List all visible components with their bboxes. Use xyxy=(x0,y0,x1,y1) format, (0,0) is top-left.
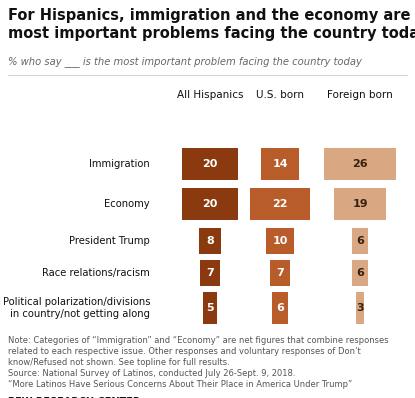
Bar xyxy=(266,228,294,254)
Text: 20: 20 xyxy=(203,199,218,209)
Text: related to each respective issue. Other responses and voluntary responses of Don: related to each respective issue. Other … xyxy=(8,347,361,356)
Text: U.S. born: U.S. born xyxy=(256,90,304,100)
Text: 7: 7 xyxy=(206,268,214,278)
Text: 20: 20 xyxy=(203,159,218,169)
Text: 14: 14 xyxy=(272,159,288,169)
Text: Foreign born: Foreign born xyxy=(327,90,393,100)
Text: 6: 6 xyxy=(356,236,364,246)
Text: Race relations/racism: Race relations/racism xyxy=(42,268,150,278)
Text: All Hispanics: All Hispanics xyxy=(177,90,243,100)
Text: 5: 5 xyxy=(206,303,214,313)
Bar xyxy=(182,148,238,180)
Bar xyxy=(272,292,288,324)
Bar xyxy=(324,148,396,180)
Bar xyxy=(270,260,290,286)
Bar xyxy=(356,292,364,324)
Text: % who say ___ is the most important problem facing the country today: % who say ___ is the most important prob… xyxy=(8,56,362,67)
Text: know/Refused not shown. See topline for full results.: know/Refused not shown. See topline for … xyxy=(8,358,230,367)
Text: 7: 7 xyxy=(276,268,284,278)
Text: For Hispanics, immigration and the economy are the: For Hispanics, immigration and the econo… xyxy=(8,8,415,23)
Text: 6: 6 xyxy=(356,268,364,278)
Text: Economy: Economy xyxy=(105,199,150,209)
Bar xyxy=(352,260,368,286)
Bar xyxy=(203,292,217,324)
Text: 19: 19 xyxy=(352,199,368,209)
Bar xyxy=(199,228,221,254)
Text: 10: 10 xyxy=(272,236,288,246)
Text: 26: 26 xyxy=(352,159,368,169)
Text: most important problems facing the country today: most important problems facing the count… xyxy=(8,26,415,41)
Bar xyxy=(334,188,386,220)
Bar xyxy=(261,148,299,180)
Bar xyxy=(352,228,368,254)
Text: Note: Categories of “Immigration” and “Economy” are net figures that combine res: Note: Categories of “Immigration” and “E… xyxy=(8,336,388,345)
Text: “More Latinos Have Serious Concerns About Their Place in America Under Trump”: “More Latinos Have Serious Concerns Abou… xyxy=(8,380,352,389)
Bar xyxy=(249,188,310,220)
Text: 3: 3 xyxy=(356,303,364,313)
Bar xyxy=(182,188,238,220)
Text: Source: National Survey of Latinos, conducted July 26-Sept. 9, 2018.: Source: National Survey of Latinos, cond… xyxy=(8,369,295,378)
Text: 8: 8 xyxy=(206,236,214,246)
Text: PEW RESEARCH CENTER: PEW RESEARCH CENTER xyxy=(8,397,140,398)
Text: President Trump: President Trump xyxy=(69,236,150,246)
Bar xyxy=(200,260,220,286)
Text: 22: 22 xyxy=(272,199,288,209)
Text: 6: 6 xyxy=(276,303,284,313)
Text: Political polarization/divisions
in country/not getting along: Political polarization/divisions in coun… xyxy=(2,297,150,319)
Text: Immigration: Immigration xyxy=(89,159,150,169)
